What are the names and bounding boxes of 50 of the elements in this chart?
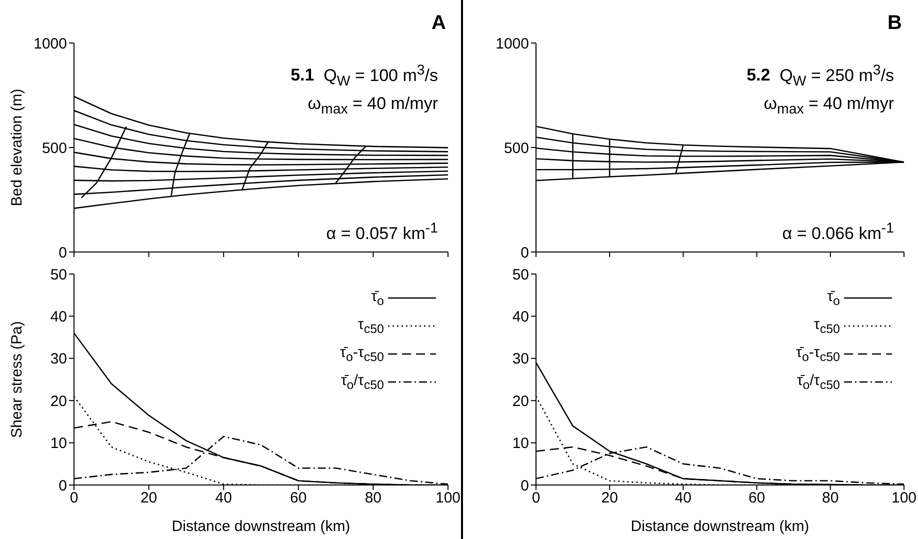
annotation: α = 0.066 km$^{-1}$ — [782, 220, 894, 243]
y-tick-label: 500 — [504, 140, 529, 157]
y-tick-label: 10 — [512, 435, 529, 452]
legend-label: τ$_{c50}$ — [356, 316, 384, 336]
x-tick-label: 100 — [891, 490, 917, 507]
y-tick-label: 1000 — [34, 35, 67, 52]
y-tick-label: 1000 — [496, 35, 529, 52]
legend-label: τ̄$_{o}$-τ$_{c50}$ — [795, 344, 840, 364]
y-tick-label: 30 — [50, 350, 67, 368]
x-tick-label: 80 — [364, 490, 382, 507]
y-tick-label: 40 — [50, 308, 67, 326]
x-axis-title: Distance downstream (km) — [172, 518, 350, 535]
x-tick-label: 40 — [674, 490, 692, 507]
y-tick-label: 40 — [512, 308, 529, 326]
x-tick-label: 0 — [70, 490, 78, 507]
legend-label: τ̄$_{o}$ — [826, 288, 840, 308]
x-tick-label: 60 — [748, 490, 766, 507]
x-tick-label: 80 — [822, 490, 839, 507]
annotation: ω$_{max}$ = 40 m/myr — [764, 94, 894, 118]
y-tick-label: 500 — [42, 140, 67, 157]
legend-label: τ̄$_{o}$/τ$_{c50}$ — [340, 372, 384, 392]
legend-label: τ̄$_{o}$-τ$_{c50}$ — [339, 344, 384, 364]
x-tick-label: 0 — [532, 490, 540, 507]
chart-title: B — [888, 12, 902, 35]
chart-title: A — [432, 12, 446, 35]
y-tick-label: 0 — [520, 244, 529, 262]
annotation: α = 0.057 km$^{-1}$ — [326, 220, 438, 243]
annotation: 5.1 Q$_{W}$ = 100 m$^{3}$/s — [290, 62, 438, 90]
y-axis-title: Shear stress (Pa) — [8, 321, 26, 438]
y-tick-label: 10 — [50, 435, 67, 452]
x-tick-label: 100 — [435, 490, 461, 507]
y-tick-label: 20 — [512, 392, 529, 410]
y-tick-label: 50 — [50, 266, 67, 284]
y-tick-label: 30 — [512, 350, 529, 368]
y-tick-label: 0 — [520, 477, 529, 494]
x-tick-label: 60 — [290, 490, 307, 507]
x-tick-label: 20 — [140, 490, 158, 507]
annotation: ω$_{max}$ = 40 m/myr — [308, 94, 438, 118]
x-tick-label: 40 — [215, 490, 232, 507]
annotation: 5.2 Q$_{W}$ = 250 m$^{3}$/s — [746, 62, 894, 90]
legend-label: τ̄$_{o}$ — [370, 288, 384, 308]
legend-label: τ$_{c50}$ — [812, 316, 840, 336]
x-tick-label: 20 — [601, 490, 618, 507]
y-tick-label: 20 — [50, 392, 67, 410]
x-axis-title: Distance downstream (km) — [630, 518, 810, 535]
legend-label: τ̄$_{o}$/τ$_{c50}$ — [796, 372, 840, 392]
y-tick-label: 0 — [58, 244, 67, 262]
y-tick-label: 50 — [512, 266, 529, 284]
y-tick-label: 0 — [58, 477, 67, 494]
y-axis-title: Bed elevation (m) — [8, 88, 26, 206]
